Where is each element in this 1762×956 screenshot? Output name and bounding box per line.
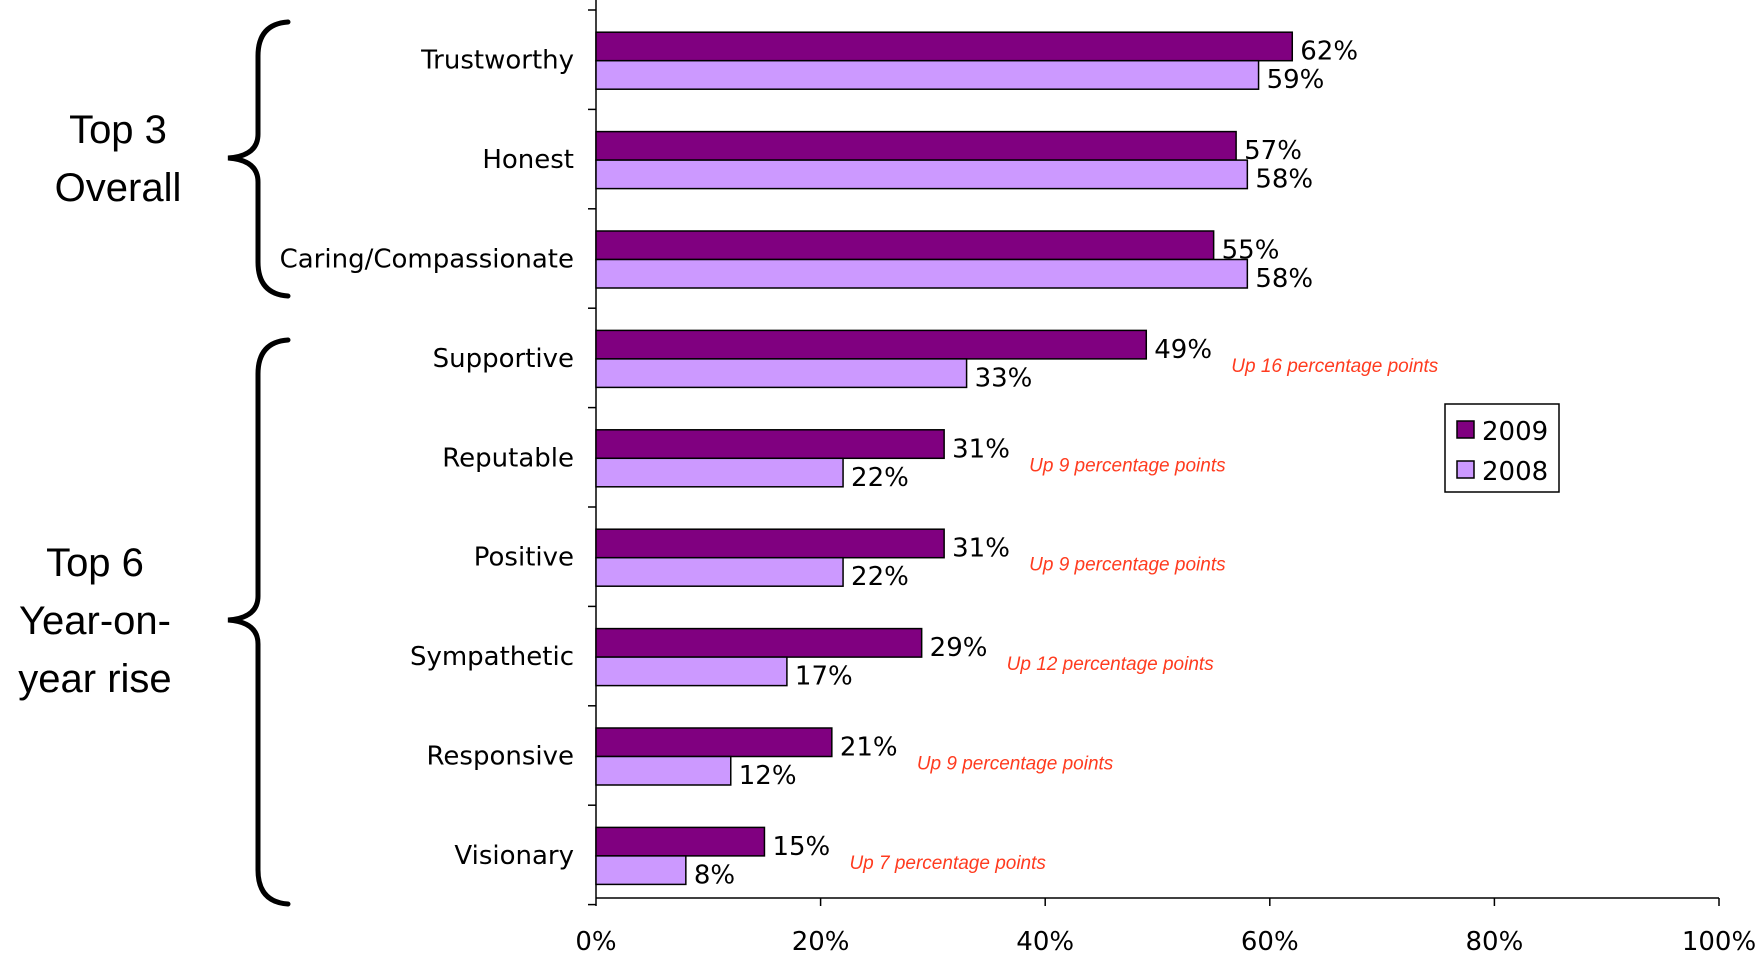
value-label-2008: 12%	[739, 761, 797, 791]
value-label-2008: 8%	[694, 860, 735, 890]
bar-2008	[595, 159, 1249, 190]
bar-2008	[595, 59, 1260, 90]
category-label: Responsive	[427, 742, 574, 772]
x-tick-label: 20%	[792, 927, 850, 956]
bar-2008	[595, 457, 844, 488]
value-label-2009: 49%	[1154, 335, 1212, 365]
bar-2008	[595, 755, 732, 786]
category-label: Reputable	[442, 443, 574, 473]
bar-2008	[595, 656, 788, 687]
legend-label-2008: 2008	[1482, 457, 1548, 487]
value-label-2008: 58%	[1255, 165, 1313, 195]
value-label-2009: 21%	[840, 733, 898, 763]
bar-2008	[595, 258, 1249, 289]
category-label: Visionary	[454, 841, 574, 871]
category-label: Caring/Compassionate	[280, 245, 574, 275]
change-annotation: Up 9 percentage points	[917, 754, 1114, 775]
value-label-2008: 33%	[975, 363, 1033, 393]
change-annotation: Up 16 percentage points	[1231, 356, 1439, 377]
legend-swatch-2008	[1456, 460, 1475, 479]
x-tick-label: 80%	[1466, 927, 1524, 956]
value-label-2009: 15%	[772, 832, 830, 862]
bar-2009	[595, 329, 1148, 360]
change-annotation: Up 9 percentage points	[1029, 455, 1226, 476]
group-label: year rise	[18, 657, 171, 701]
value-label-2008: 22%	[851, 463, 909, 493]
bar-2009	[595, 826, 766, 857]
group-label: Top 6	[46, 541, 144, 585]
bar-2009	[595, 528, 945, 559]
value-label-2008: 17%	[795, 662, 853, 692]
category-label: Supportive	[433, 344, 574, 374]
legend-swatch-2009	[1456, 420, 1475, 439]
x-tick-label: 100%	[1682, 927, 1756, 956]
change-annotation: Up 12 percentage points	[1007, 654, 1215, 675]
group-label: Overall	[55, 166, 182, 210]
legend-label-2009: 2009	[1482, 417, 1548, 447]
value-label-2009: 57%	[1244, 136, 1302, 166]
value-label-2009: 31%	[952, 534, 1010, 564]
bar-2009	[595, 627, 923, 658]
value-label-2008: 58%	[1255, 264, 1313, 294]
category-label: Honest	[482, 145, 574, 175]
bar-2008	[595, 556, 844, 587]
value-label-2009: 31%	[952, 434, 1010, 464]
value-label-2009: 29%	[930, 633, 988, 663]
bar-2008	[595, 358, 968, 389]
bar-2009	[595, 429, 945, 460]
bar-2008	[595, 855, 687, 886]
change-annotation: Up 9 percentage points	[1029, 555, 1226, 576]
value-label-2008: 22%	[851, 562, 909, 592]
x-tick-label: 0%	[575, 927, 616, 956]
x-tick-label: 40%	[1016, 927, 1074, 956]
bar-2009	[595, 727, 833, 758]
change-annotation: Up 7 percentage points	[849, 853, 1046, 874]
value-label-2008: 59%	[1267, 65, 1325, 95]
group-label: Top 3	[69, 108, 167, 152]
category-label: Trustworthy	[420, 46, 574, 76]
x-tick-label: 60%	[1241, 927, 1299, 956]
bar-2009	[595, 31, 1294, 62]
bar-2009	[595, 130, 1237, 161]
group-label: Year-on-	[19, 599, 171, 643]
category-label: Positive	[474, 543, 574, 573]
category-label: Sympathetic	[410, 642, 574, 672]
group-brace	[227, 337, 291, 907]
bar-2009	[595, 230, 1215, 261]
value-label-2009: 62%	[1300, 37, 1358, 67]
group-brace	[227, 19, 291, 299]
